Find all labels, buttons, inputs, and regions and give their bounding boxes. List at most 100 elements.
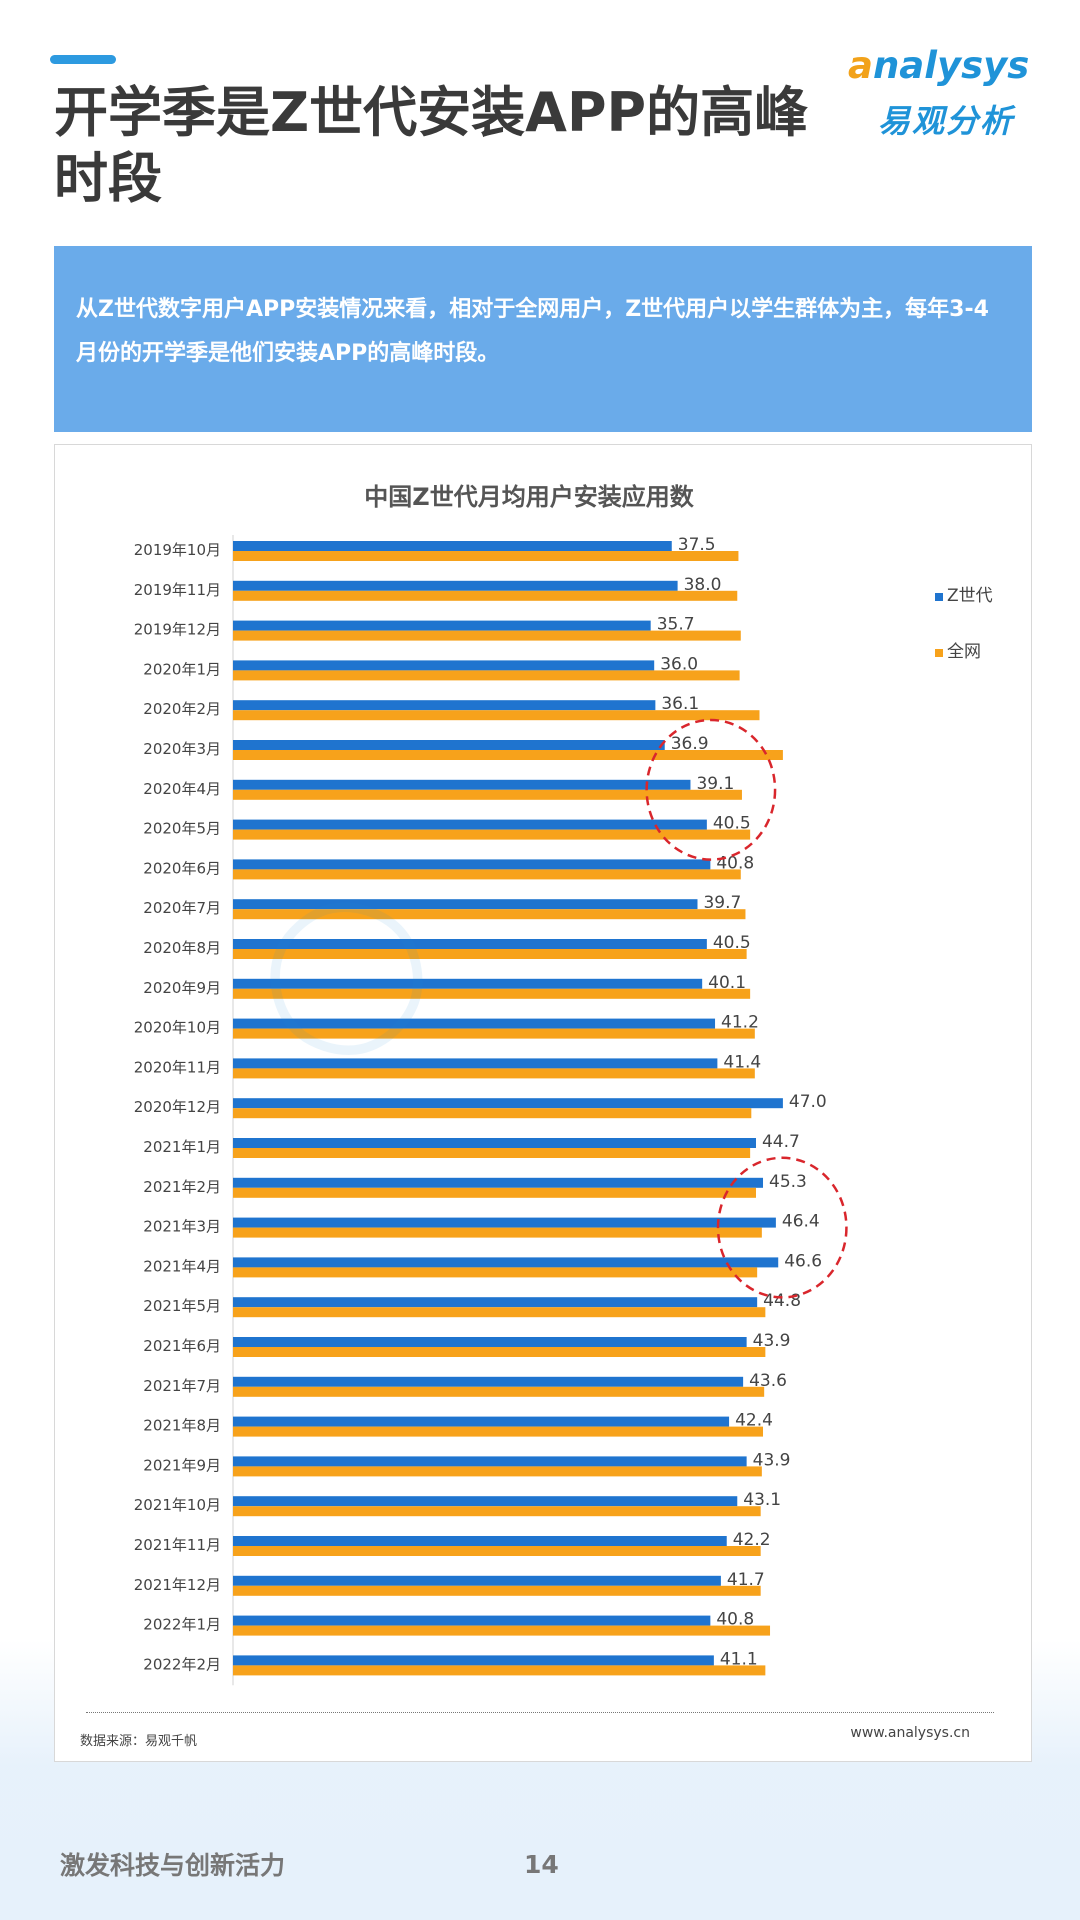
bar-zgen: [233, 1655, 714, 1666]
category-label: 2021年9月: [143, 1456, 221, 1474]
data-label-zgen: 42.2: [733, 1530, 771, 1550]
bar-zgen: [233, 1018, 716, 1029]
legend-swatch: [935, 649, 943, 657]
data-label-zgen: 46.6: [784, 1251, 822, 1271]
data-label-zgen: 39.1: [696, 774, 734, 794]
legend-label: 全网: [947, 642, 981, 662]
bar-zgen: [233, 779, 691, 790]
bar-total: [233, 909, 746, 920]
category-label: 2021年2月: [143, 1178, 221, 1196]
data-label-zgen: 40.5: [713, 814, 751, 834]
bar-zgen: [233, 1416, 730, 1427]
data-label-zgen: 36.1: [661, 694, 699, 714]
bar-zgen: [233, 1615, 711, 1626]
highlight-circle: [716, 1156, 848, 1299]
category-label: 2021年6月: [143, 1337, 221, 1355]
data-label-zgen: 43.1: [743, 1490, 781, 1510]
logo-brand-rest: nalysys: [872, 44, 1030, 87]
data-label-zgen: 36.0: [660, 654, 698, 674]
bar-zgen: [233, 700, 656, 711]
logo-brand: analysys: [848, 44, 1029, 87]
category-label: 2020年2月: [143, 700, 221, 718]
bar-zgen: [233, 978, 703, 989]
data-label-zgen: 37.5: [678, 535, 716, 555]
page-number: 14: [524, 1850, 559, 1879]
data-label-zgen: 41.7: [727, 1570, 765, 1590]
data-label-zgen: 38.0: [684, 575, 722, 595]
category-label: 2020年5月: [143, 820, 221, 838]
data-label-zgen: 41.1: [720, 1649, 758, 1669]
page-title: 开学季是Z世代安装APP的高峰时段: [54, 81, 809, 210]
data-label-zgen: 39.7: [703, 893, 741, 913]
data-label-zgen: 35.7: [657, 615, 695, 635]
category-label: 2021年4月: [143, 1257, 221, 1275]
bar-zgen: [233, 1496, 738, 1507]
data-label-zgen: 40.8: [716, 853, 754, 873]
category-label: 2021年7月: [143, 1377, 221, 1395]
bar-zgen: [233, 1456, 747, 1467]
bar-total: [233, 630, 741, 641]
data-label-zgen: 45.3: [769, 1172, 807, 1192]
source-divider: [86, 1712, 994, 1713]
data-label-zgen: 41.4: [723, 1052, 761, 1072]
bar-zgen: [233, 740, 665, 750]
bar-total: [233, 1187, 756, 1198]
data-label-zgen: 40.1: [708, 973, 746, 993]
data-label-zgen: 44.7: [762, 1132, 800, 1152]
data-label-zgen: 43.6: [749, 1371, 787, 1391]
chart-container: 中国Z世代月均用户安装应用数 2019年10月 37.5 2019年11月 38.0 20…: [54, 444, 1032, 1762]
bar-zgen: [233, 1536, 727, 1546]
category-label: 2022年2月: [143, 1655, 221, 1673]
footer-slogan: 激发科技与创新活力: [60, 1851, 286, 1880]
data-label-zgen: 44.8: [763, 1291, 801, 1311]
bar-total: [233, 1506, 761, 1517]
bar-zgen: [233, 1337, 747, 1347]
category-label: 2021年12月: [134, 1576, 221, 1594]
bar-zgen: [233, 580, 678, 591]
bar-total: [233, 829, 751, 840]
bar-total: [233, 1665, 766, 1676]
bar-zgen: [233, 859, 711, 870]
data-label-zgen: 47.0: [789, 1092, 827, 1112]
category-label: 2021年8月: [143, 1417, 221, 1435]
category-label: 2021年1月: [143, 1138, 221, 1156]
bar-zgen: [233, 1257, 779, 1268]
category-label: 2020年1月: [143, 660, 221, 678]
bar-total: [233, 789, 742, 800]
bar-total: [233, 1148, 751, 1158]
bar-total: [233, 1028, 755, 1039]
category-label: 2019年10月: [134, 541, 221, 559]
data-label-zgen: 41.2: [721, 1013, 759, 1033]
bar-total: [233, 750, 783, 760]
bar-chart: 中国Z世代月均用户安装应用数 2019年10月 37.5 2019年11月 38.0 20…: [134, 483, 993, 1686]
bar-zgen: [233, 1058, 718, 1069]
bar-total: [233, 988, 751, 999]
category-label: 2019年12月: [134, 621, 221, 639]
bar-total: [233, 1386, 765, 1397]
data-label-zgen: 36.9: [671, 734, 709, 754]
bar-total: [233, 1068, 755, 1079]
legend-label: Z世代: [947, 586, 993, 606]
category-label: 2020年12月: [134, 1098, 221, 1116]
bar-zgen: [233, 1297, 758, 1308]
website-link[interactable]: www.analysys.cn: [850, 1725, 970, 1741]
category-label: 2020年3月: [143, 740, 221, 758]
logo-brand-initial: a: [848, 44, 873, 87]
category-label: 2021年11月: [134, 1536, 221, 1554]
category-label: 2020年4月: [143, 780, 221, 798]
highlight-circle: [645, 718, 777, 861]
bar-zgen: [233, 660, 655, 671]
bar-total: [233, 1625, 771, 1636]
category-label: 2021年10月: [134, 1496, 221, 1514]
bar-zgen: [233, 1177, 764, 1188]
category-label: 2022年1月: [143, 1616, 221, 1634]
category-label: 2020年11月: [134, 1058, 221, 1076]
bar-total: [233, 949, 747, 959]
data-source: 数据来源：易观千帆: [80, 1734, 198, 1749]
bar-total: [233, 1426, 764, 1437]
bar-zgen: [233, 1138, 756, 1148]
bar-total: [233, 869, 741, 880]
intro-text: 从Z世代数字用户APP安装情况来看，相对于全网用户，Z世代用户以学生群体为主，每…: [76, 297, 989, 366]
bar-total: [233, 590, 738, 601]
bar-zgen: [233, 620, 651, 631]
